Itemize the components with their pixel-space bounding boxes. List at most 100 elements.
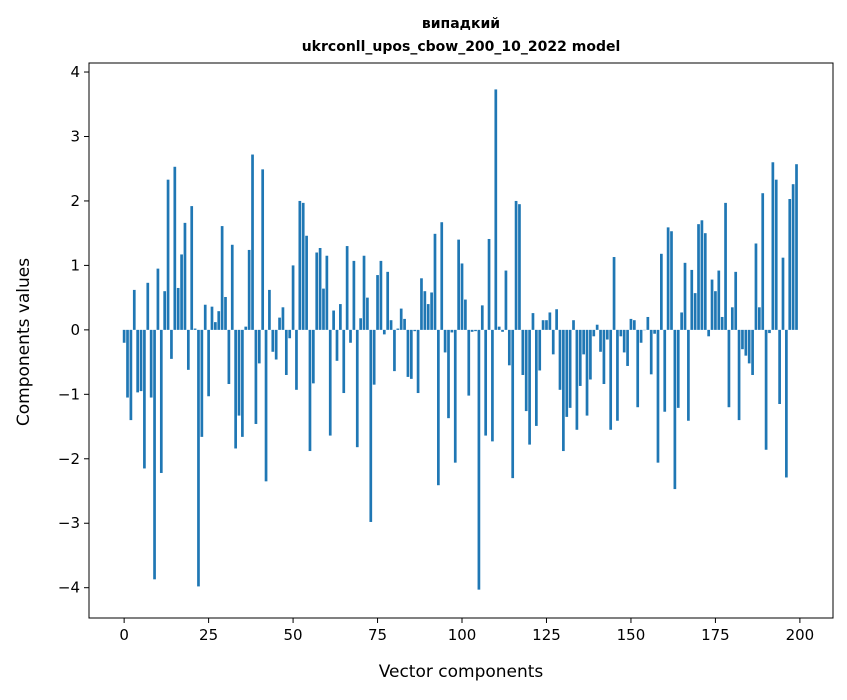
x-tick-label: 75 [368, 626, 387, 644]
bar-145 [613, 257, 616, 330]
bar-20 [190, 206, 193, 330]
bar-106 [481, 305, 484, 329]
bar-32 [231, 245, 234, 330]
bar-73 [369, 330, 372, 522]
bar-70 [359, 318, 362, 330]
bar-37 [248, 250, 251, 330]
bar-14 [170, 330, 173, 359]
bar-44 [271, 330, 274, 352]
bar-47 [282, 307, 285, 330]
bar-8 [150, 330, 153, 398]
bar-107 [484, 330, 487, 436]
bar-21 [194, 329, 197, 330]
bar-175 [714, 291, 717, 330]
bar-12 [163, 291, 166, 330]
bar-197 [788, 199, 791, 330]
bar-122 [535, 330, 538, 426]
bar-143 [606, 330, 609, 340]
bar-186 [751, 330, 754, 375]
bar-151 [633, 320, 636, 330]
bar-133 [572, 320, 575, 330]
bar-16 [177, 288, 180, 330]
bar-188 [758, 307, 761, 330]
bar-191 [768, 330, 771, 333]
bar-48 [285, 330, 288, 375]
bar-51 [295, 330, 298, 390]
bar-82 [400, 309, 403, 330]
y-tick-label: 4 [70, 63, 80, 81]
bar-67 [349, 330, 352, 343]
bar-174 [711, 280, 714, 330]
bar-115 [511, 330, 514, 478]
bar-123 [538, 330, 541, 371]
bar-68 [353, 261, 356, 330]
y-tick-label: −4 [58, 579, 80, 597]
bar-17 [180, 254, 183, 329]
y-tick-label: −2 [58, 450, 80, 468]
bar-199 [795, 164, 798, 330]
bar-76 [380, 261, 383, 330]
bar-36 [244, 327, 247, 330]
bar-193 [775, 180, 778, 330]
bar-66 [346, 246, 349, 330]
bar-176 [717, 271, 720, 330]
bar-185 [748, 330, 751, 364]
bar-142 [603, 330, 606, 384]
x-tick-label: 50 [284, 626, 303, 644]
bar-38 [251, 155, 254, 330]
bar-79 [390, 320, 393, 330]
bar-173 [707, 330, 710, 336]
bar-91 [430, 292, 433, 329]
bar-194 [778, 330, 781, 404]
bar-18 [184, 223, 187, 330]
bar-129 [559, 330, 562, 390]
bar-111 [498, 327, 501, 330]
y-tick-label: 3 [70, 127, 80, 145]
bar-60 [326, 256, 329, 330]
bar-92 [434, 234, 437, 330]
bar-137 [586, 330, 589, 416]
bar-119 [525, 330, 528, 411]
bar-156 [650, 330, 653, 374]
bar-96 [447, 330, 450, 418]
bar-58 [319, 248, 322, 330]
x-tick-label: 175 [701, 626, 730, 644]
bar-55 [309, 330, 312, 451]
x-tick-label: 0 [119, 626, 129, 644]
bar-59 [322, 289, 325, 330]
x-tick-label: 100 [448, 626, 477, 644]
y-axis-label: Components values [14, 258, 34, 426]
bar-93 [437, 330, 440, 485]
bar-134 [576, 330, 579, 430]
bar-113 [505, 271, 508, 330]
bar-75 [376, 275, 379, 330]
bar-104 [474, 330, 477, 331]
bar-171 [701, 220, 704, 330]
bar-35 [241, 330, 244, 437]
bar-63 [336, 330, 339, 361]
bar-132 [569, 330, 572, 408]
bar-165 [680, 312, 683, 329]
chart-title-line-1: випадкий [422, 16, 500, 32]
bar-7 [146, 283, 149, 330]
bar-86 [413, 330, 416, 331]
x-tick-label: 125 [532, 626, 561, 644]
bar-163 [674, 330, 677, 489]
bar-114 [508, 330, 511, 365]
bar-170 [697, 224, 700, 330]
bar-141 [599, 330, 602, 352]
bar-15 [173, 167, 176, 330]
bar-128 [555, 309, 558, 330]
bar-25 [207, 330, 210, 396]
bar-81 [396, 329, 399, 330]
bar-84 [407, 330, 410, 377]
bar-64 [339, 304, 342, 330]
bar-52 [298, 201, 301, 330]
bar-192 [772, 162, 775, 330]
bar-3 [133, 290, 136, 330]
bar-152 [636, 330, 639, 407]
bar-9 [153, 330, 156, 579]
bar-110 [494, 89, 497, 329]
bar-2 [130, 330, 133, 420]
